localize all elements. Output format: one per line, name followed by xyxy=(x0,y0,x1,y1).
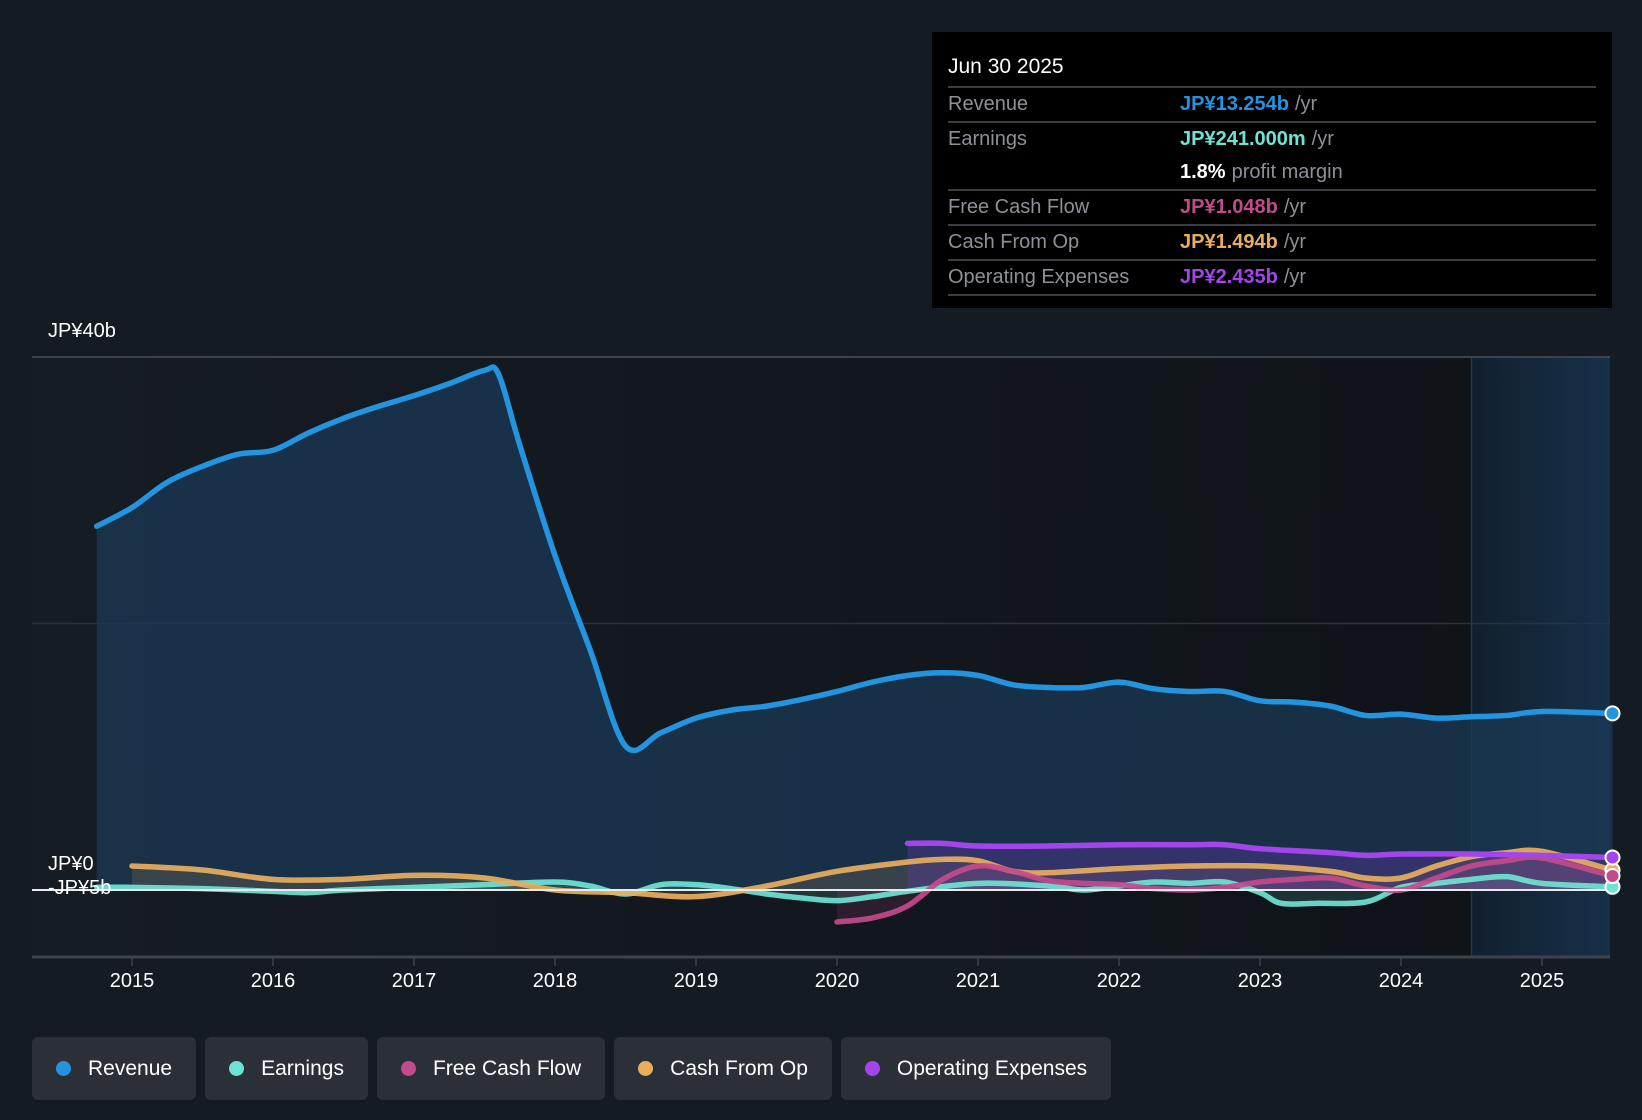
tooltip-row-label xyxy=(948,156,1180,189)
x-tick-label: 2017 xyxy=(391,970,437,992)
revenue-area xyxy=(96,367,1613,890)
operating-expenses-line xyxy=(904,840,1616,861)
tooltip-row-unit: profit margin xyxy=(1231,161,1343,183)
legend-item-operating-expenses[interactable]: Operating Expenses xyxy=(840,1037,1112,1100)
tooltip-row: Cash From Op JP¥1.494b/yr xyxy=(948,226,1596,261)
tooltip-row-value: JP¥1.494b xyxy=(1180,231,1278,253)
legend: Revenue Earnings Free Cash Flow Cash From O… xyxy=(32,1037,1112,1100)
legend-item-earnings[interactable]: Earnings xyxy=(205,1037,368,1100)
tooltip-row-unit: /yr xyxy=(1283,196,1307,218)
x-tick-label: 2024 xyxy=(1378,970,1424,992)
tooltip-row: Revenue JP¥13.254b/yr xyxy=(948,88,1596,123)
tooltip-row-value: JP¥241.000m xyxy=(1180,128,1306,150)
x-tick-label: 2023 xyxy=(1237,970,1283,992)
operating-expenses-end-dot xyxy=(1604,849,1621,866)
series-end-dots xyxy=(1604,705,1621,895)
x-tick-label: 2019 xyxy=(673,970,719,992)
cash-from-op-line xyxy=(129,847,1616,900)
legend-label: Operating Expenses xyxy=(896,1056,1088,1080)
tooltip-row-value: JP¥13.254b xyxy=(1180,93,1289,115)
legend-dot-icon xyxy=(400,1061,416,1076)
tooltip: Jun 30 2025 Revenue JP¥13.254b/yr Earnings… xyxy=(932,32,1612,308)
x-tick-label: 2020 xyxy=(814,970,860,992)
legend-dot-icon xyxy=(638,1061,654,1076)
legend-label: Revenue xyxy=(88,1056,173,1080)
tooltip-row-label: Free Cash Flow xyxy=(948,196,1090,218)
tooltip-date: Jun 30 2025 xyxy=(948,48,1596,88)
legend-item-revenue[interactable]: Revenue xyxy=(32,1037,197,1100)
tooltip-row-label: Cash From Op xyxy=(948,231,1080,253)
x-tick-label: 2025 xyxy=(1519,970,1565,992)
tooltip-row-value: JP¥1.048b xyxy=(1180,196,1278,218)
legend-label: Free Cash Flow xyxy=(432,1056,582,1080)
legend-label: Cash From Op xyxy=(670,1056,808,1080)
revenue-end-dot xyxy=(1604,705,1621,722)
tooltip-row-value: JP¥2.435b xyxy=(1180,266,1278,288)
legend-item-cash-from-op[interactable]: Cash From Op xyxy=(614,1037,832,1100)
x-tick-label: 2022 xyxy=(1096,970,1142,992)
legend-dot-icon xyxy=(864,1061,880,1076)
tooltip-row-value: 1.8% xyxy=(1180,161,1226,183)
tooltip-rows: Revenue JP¥13.254b/yr Earnings JP¥241.000m /… xyxy=(948,88,1596,296)
free-cash-flow-end-dot xyxy=(1604,868,1621,885)
tooltip-row: Free Cash Flow JP¥1.048b/yr xyxy=(948,191,1596,226)
tooltip-row: Earnings JP¥241.000m/yr xyxy=(948,123,1596,156)
x-tick-label: 2018 xyxy=(532,970,578,992)
earnings-line xyxy=(94,873,1616,907)
tooltip-row-unit: /yr xyxy=(1283,231,1307,253)
tooltip-row-label: Earnings xyxy=(948,128,1027,150)
legend-dot-icon xyxy=(229,1061,245,1076)
tooltip-row-label: Operating Expenses xyxy=(948,266,1130,288)
series-lines xyxy=(94,364,1616,925)
legend-item-free-cash-flow[interactable]: Free Cash Flow xyxy=(376,1037,606,1100)
tooltip-row-unit: /yr xyxy=(1311,128,1334,150)
legend-dot-icon xyxy=(56,1061,71,1076)
y-tick-label: JP¥0 xyxy=(48,853,94,875)
tooltip-row-unit: /yr xyxy=(1283,266,1307,288)
revenue-line xyxy=(94,364,1616,754)
tooltip-row-unit: /yr xyxy=(1294,93,1318,115)
free-cash-flow-line xyxy=(834,854,1616,925)
tooltip-row-label: Revenue xyxy=(948,93,1029,115)
tooltip-row: Operating Expenses JP¥2.435b/yr xyxy=(948,261,1596,296)
y-tick-label: JP¥40b xyxy=(48,320,116,342)
x-tick-label: 2015 xyxy=(109,970,155,992)
y-tick-label: -JP¥5b xyxy=(48,876,112,899)
x-axis xyxy=(32,955,1610,966)
x-tick-label: 2021 xyxy=(955,970,1001,992)
legend-label: Earnings xyxy=(261,1056,344,1080)
x-tick-label: 2016 xyxy=(250,970,296,992)
tooltip-row: 1.8% profit margin xyxy=(948,156,1596,191)
